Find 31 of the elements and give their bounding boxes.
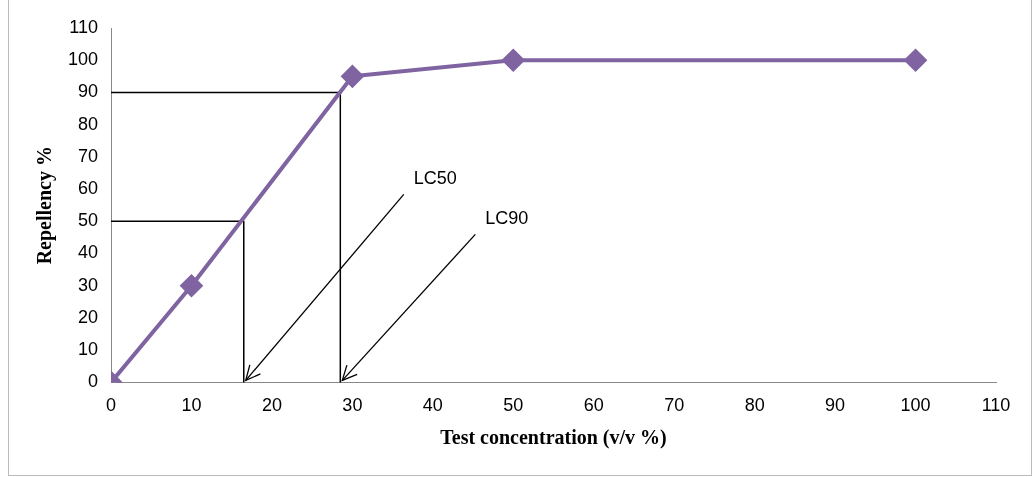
point: [341, 65, 364, 88]
x-tick-label: 100: [900, 395, 931, 416]
y-tick-label: 60: [78, 178, 99, 199]
annotation: LC90: [485, 208, 529, 229]
annotation: LC50: [413, 168, 457, 189]
x-tick-label: 110: [981, 395, 1011, 416]
y-tick-label: 20: [78, 306, 99, 327]
y-tick-label: 80: [78, 113, 99, 134]
y-tick-label: 50: [78, 210, 99, 231]
x-tick-label: 90: [825, 395, 846, 416]
y-tick-label: 30: [78, 274, 99, 295]
y-tick-label: 10: [78, 339, 99, 360]
x-tick-label: 50: [503, 395, 524, 416]
x-tick-label: 30: [342, 395, 363, 416]
x-tick-label: 60: [583, 395, 604, 416]
y-axis-title: Repellency %: [33, 146, 57, 265]
x-tick-label: 80: [744, 395, 765, 416]
y-tick-label: 0: [88, 371, 99, 392]
x-tick-label: 10: [181, 395, 202, 416]
y-tick-label: 100: [67, 49, 99, 70]
y-tick-label: 40: [78, 242, 99, 263]
x-tick-label: 70: [664, 395, 685, 416]
y-tick-label: 90: [78, 81, 99, 102]
y-tick-label: 70: [78, 145, 99, 166]
x-tick-label: 20: [261, 395, 282, 416]
x-tick-label: 0: [106, 395, 117, 416]
x-tick-label: 40: [422, 395, 443, 416]
point: [502, 49, 525, 72]
x-axis-title: Test concentration (v/v %): [440, 426, 667, 450]
y-tick-label: 110: [69, 16, 99, 37]
point: [904, 49, 927, 72]
